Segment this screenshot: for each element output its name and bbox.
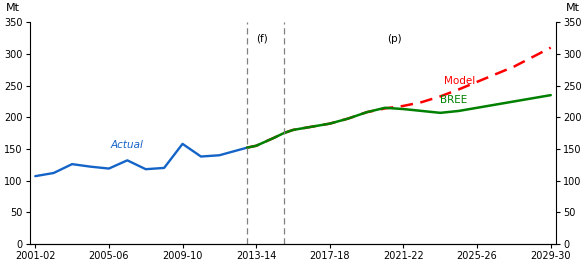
Text: (p): (p) (387, 34, 401, 44)
Text: (f): (f) (256, 34, 268, 44)
Text: Mt: Mt (6, 3, 20, 14)
Text: BREE: BREE (440, 95, 468, 105)
Text: Actual: Actual (111, 140, 144, 150)
Text: Model: Model (444, 76, 475, 86)
Text: Mt: Mt (566, 3, 580, 14)
